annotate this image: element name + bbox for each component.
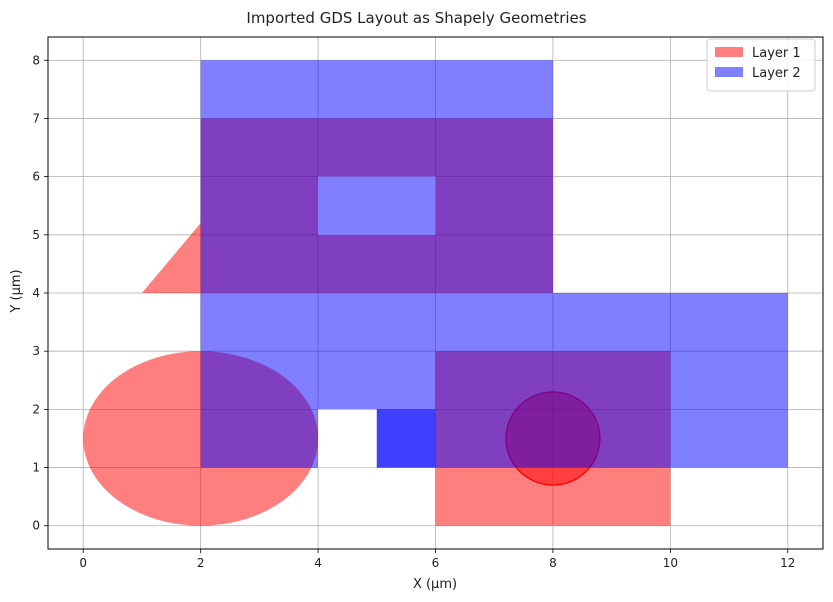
layer-2-shape-1 — [200, 60, 553, 293]
legend-swatch-2 — [715, 67, 743, 77]
y-tick-label: 2 — [32, 402, 40, 416]
plot-shapes — [83, 60, 788, 526]
x-tick-label: 0 — [79, 556, 87, 570]
x-tick-label: 2 — [197, 556, 205, 570]
layer-2-window — [318, 176, 436, 235]
legend-label-2: Layer 2 — [752, 66, 801, 81]
y-tick-label: 4 — [32, 286, 40, 300]
series-2-shapes — [200, 60, 788, 468]
y-tick-label: 5 — [32, 228, 40, 242]
layer-2-hole-fill — [318, 176, 600, 485]
y-tick-label: 6 — [32, 170, 40, 184]
legend-swatch-1 — [715, 47, 743, 57]
chart-title: Imported GDS Layout as Shapely Geometrie… — [246, 9, 586, 27]
x-tick-label: 12 — [780, 556, 795, 570]
legend-label-1: Layer 1 — [752, 46, 801, 61]
y-tick-label: 7 — [32, 111, 40, 125]
x-tick-label: 6 — [432, 556, 440, 570]
layer-2-shape-2 — [200, 293, 788, 468]
y-tick-label: 3 — [32, 344, 40, 358]
x-tick-label: 4 — [314, 556, 322, 570]
legend: Layer 1 Layer 2 — [706, 38, 816, 92]
y-tick-label: 0 — [32, 519, 40, 533]
y-tick-label: 1 — [32, 461, 40, 475]
x-tick-label: 10 — [663, 556, 678, 570]
layout-hole-2 — [318, 409, 377, 468]
layer-2-step — [376, 409, 436, 468]
layer-2-circle-edge — [506, 392, 600, 485]
layer-1-shape-2 — [141, 223, 201, 293]
x-tick-label: 8 — [549, 556, 557, 570]
y-axis-label: Y (µm) — [9, 269, 24, 313]
y-tick-label: 8 — [32, 53, 40, 67]
x-axis-label: X (µm) — [413, 577, 457, 592]
